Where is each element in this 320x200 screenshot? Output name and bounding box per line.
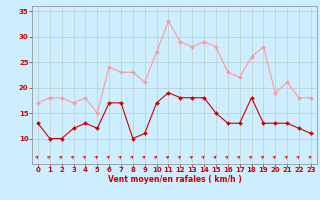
X-axis label: Vent moyen/en rafales ( km/h ): Vent moyen/en rafales ( km/h ) xyxy=(108,175,241,184)
